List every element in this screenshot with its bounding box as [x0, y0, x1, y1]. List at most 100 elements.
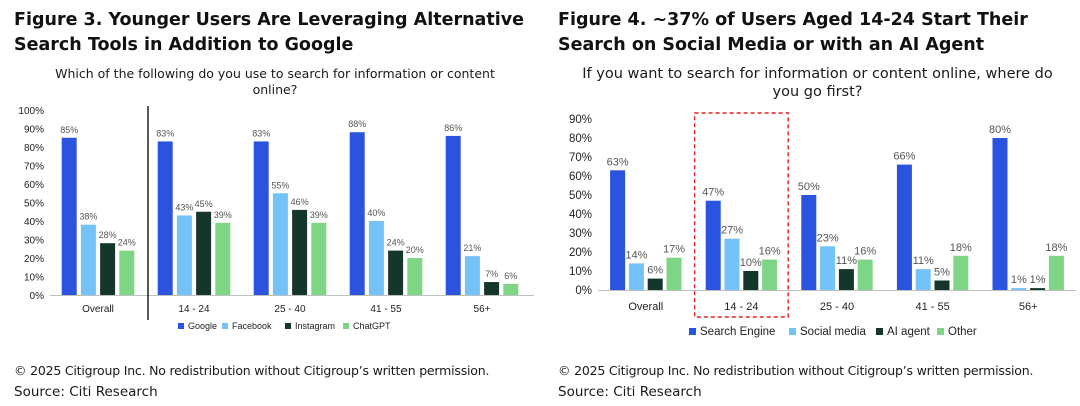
legend-label: Facebook	[232, 321, 272, 331]
bar	[857, 259, 873, 290]
data-label: 16%	[759, 246, 781, 258]
legend-label: Social media	[800, 326, 866, 338]
y-tick-label: 10%	[569, 266, 592, 278]
y-tick-label: 50%	[569, 190, 592, 202]
bar	[503, 283, 519, 295]
bar	[157, 141, 173, 295]
legend-label: AI agent	[887, 326, 931, 338]
bar	[215, 222, 231, 295]
data-label: 1%	[1011, 274, 1027, 286]
bar	[311, 222, 327, 295]
figure-3-source: Source: Citi Research	[14, 384, 158, 400]
figure-4-title: Figure 4. ~37% of Users Aged 14-24 Start…	[558, 10, 1028, 55]
data-label: 47%	[702, 187, 724, 199]
bar	[953, 255, 969, 290]
bar	[1030, 288, 1046, 290]
data-label: 1%	[1030, 274, 1046, 286]
data-label: 11%	[836, 255, 857, 267]
category-label: Overall	[628, 301, 663, 313]
data-label: 88%	[348, 119, 366, 129]
data-label: 80%	[989, 124, 1011, 136]
data-label: 17%	[663, 244, 685, 256]
bar	[80, 224, 96, 295]
y-tick-label: 60%	[24, 180, 44, 191]
data-label: 83%	[156, 128, 174, 138]
bar	[196, 211, 212, 295]
y-tick-label: 70%	[24, 162, 44, 173]
bar	[647, 278, 663, 290]
figure-3-chart: 0%10%20%30%40%50%60%70%80%90%100%85%38%2…	[18, 106, 534, 331]
bar	[610, 170, 626, 290]
data-label: 39%	[310, 210, 328, 220]
category-label: 41 - 55	[370, 304, 402, 315]
bar	[1011, 288, 1027, 290]
data-label: 21%	[463, 243, 481, 253]
bar	[838, 269, 854, 290]
bar	[666, 257, 682, 290]
figure-4-chart: 0% 10% 20% 30% 40% 50% 60% 70% 80% 90% 63% 14%6%17%…	[569, 112, 1076, 338]
data-label: 18%	[950, 242, 972, 254]
category-label: 41 - 55	[915, 301, 949, 313]
data-label: 28%	[99, 230, 117, 240]
y-tick-label: 30%	[24, 236, 44, 247]
data-label: 16%	[854, 246, 876, 258]
bar	[915, 269, 931, 290]
figure-3-question: Which of the following do you use to sea…	[55, 66, 495, 97]
data-label: 50%	[798, 181, 820, 193]
legend-swatch	[343, 323, 349, 329]
data-label: 63%	[607, 156, 629, 168]
legend-swatch	[789, 328, 796, 335]
category-label: Overall	[82, 304, 114, 315]
bar	[407, 258, 423, 295]
figure-4-copyright: © 2025 Citigroup Inc. No redistribution …	[558, 363, 1034, 378]
bar	[628, 263, 644, 290]
data-label: 40%	[367, 208, 385, 218]
bar	[820, 246, 836, 290]
data-label: 14%	[625, 249, 647, 261]
legend-swatch	[178, 323, 184, 329]
legend-swatch	[876, 328, 883, 335]
data-label: 43%	[175, 202, 193, 212]
y-tick-label: 70%	[569, 152, 592, 164]
data-label: 85%	[60, 125, 78, 135]
bar	[61, 137, 77, 295]
data-label: 55%	[271, 180, 289, 190]
bar	[368, 221, 384, 295]
bar	[388, 250, 404, 295]
y-tick-label: 90%	[569, 114, 592, 126]
data-label: 83%	[252, 128, 270, 138]
y-tick-label: 30%	[569, 228, 592, 240]
figure-3-title: Figure 3. Younger Users Are Leveraging A…	[14, 10, 524, 55]
data-label: 6%	[504, 271, 517, 281]
y-tick-label: 40%	[569, 209, 592, 221]
data-label: 20%	[406, 245, 424, 255]
y-tick-label: 90%	[24, 125, 44, 136]
category-label: 14 - 24	[724, 301, 758, 313]
bar	[743, 271, 759, 290]
highlight-box	[693, 112, 789, 318]
data-label: 24%	[118, 238, 136, 248]
y-tick-label: 20%	[569, 247, 592, 259]
category-label: 56+	[474, 304, 491, 315]
bar	[484, 282, 500, 295]
bar	[705, 200, 721, 290]
data-label: 24%	[387, 238, 405, 248]
data-label: 86%	[444, 123, 462, 133]
legend-swatch	[689, 328, 696, 335]
y-tick-label: 10%	[24, 273, 44, 284]
data-label: 38%	[79, 212, 97, 222]
bar	[464, 256, 480, 295]
bar	[445, 135, 461, 295]
bar	[272, 193, 288, 295]
y-tick-label: 80%	[24, 143, 44, 154]
y-tick-label: 80%	[569, 133, 592, 145]
bar	[896, 164, 912, 290]
y-tick-label: 40%	[24, 217, 44, 228]
data-label: 45%	[195, 199, 213, 209]
y-tick-label: 50%	[24, 199, 44, 210]
y-tick-label: 100%	[18, 106, 44, 117]
data-label: 10%	[740, 257, 762, 269]
bar	[1048, 255, 1064, 290]
bar	[253, 141, 269, 295]
figure-4-panel: Figure 4. ~37% of Users Aged 14-24 Start…	[540, 0, 1080, 406]
